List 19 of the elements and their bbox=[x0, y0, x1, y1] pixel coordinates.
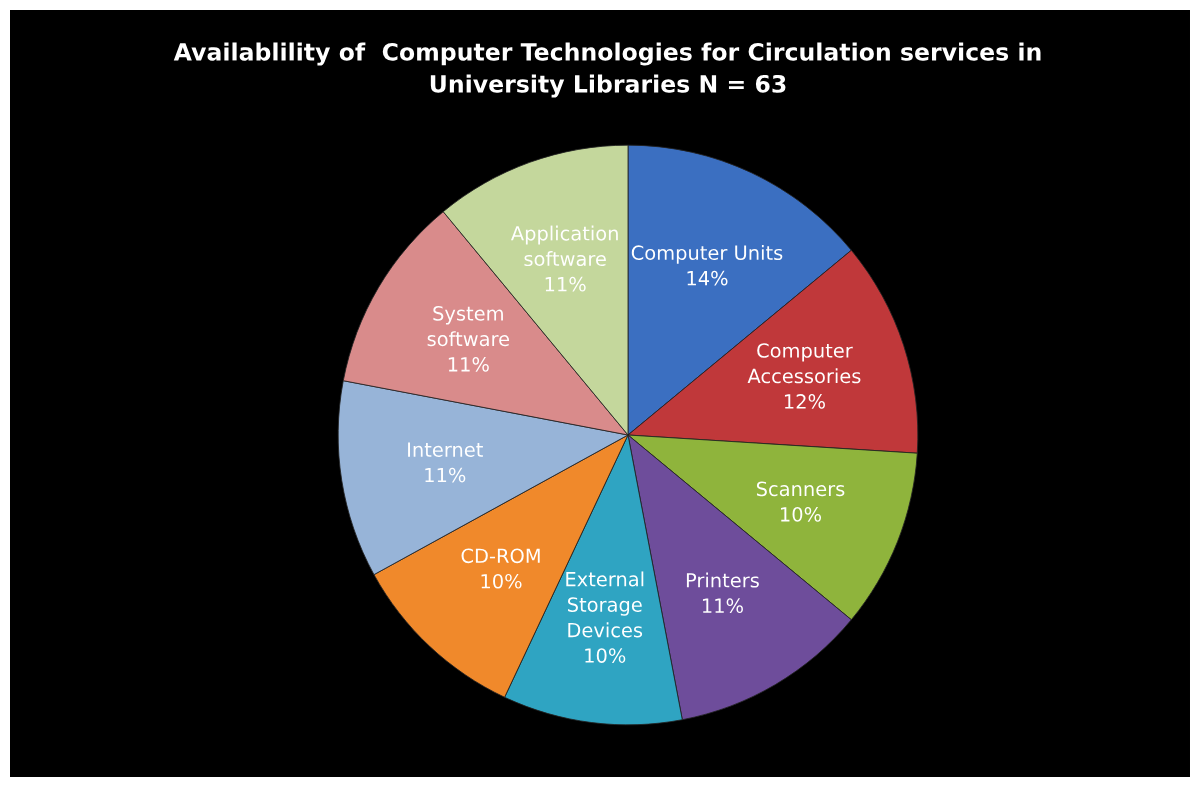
data-label: 10% bbox=[585, 648, 626, 663]
data-label: 11% bbox=[545, 276, 586, 292]
slice-label: System software bbox=[427, 306, 510, 347]
slice-label: Application software bbox=[510, 225, 618, 267]
data-label: 11% bbox=[425, 467, 466, 483]
data-label: 10% bbox=[481, 573, 522, 589]
data-label: 14% bbox=[687, 270, 728, 286]
slice-label: Internet bbox=[408, 442, 483, 457]
data-label: 11% bbox=[702, 598, 743, 614]
slice-label: Computer Accessories bbox=[747, 343, 861, 384]
data-label: 12% bbox=[784, 394, 825, 409]
slice-label: Printers bbox=[686, 572, 759, 588]
chart-title: Availablility of Computer Technologies for Circulation services in University Libraries N = 63 bbox=[173, 42, 1041, 98]
slice-label: Scanners bbox=[756, 481, 845, 497]
data-label: 11% bbox=[448, 356, 489, 372]
slice-label: External Storage Devices bbox=[566, 571, 644, 638]
data-label: 10% bbox=[781, 506, 822, 522]
slice-label: Computer Units bbox=[631, 245, 783, 264]
slice-label: CD-ROM bbox=[461, 548, 540, 564]
